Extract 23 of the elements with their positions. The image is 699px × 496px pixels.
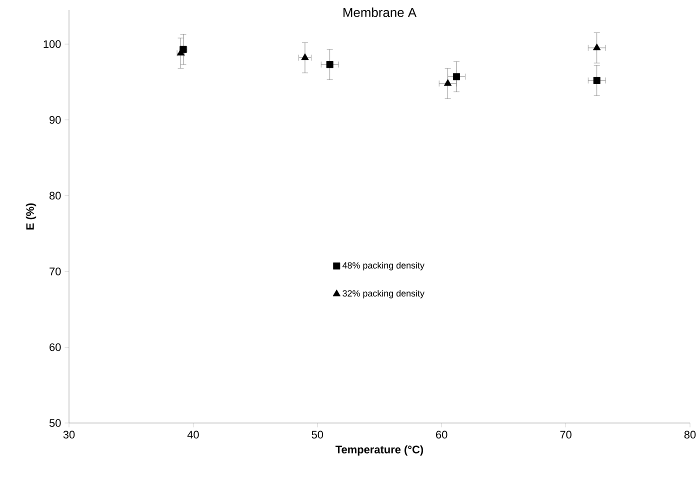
x-axis-title: Temperature (°C)	[336, 445, 424, 456]
y-tick-label: 60	[50, 343, 61, 352]
x-tick-label: 30	[63, 430, 75, 439]
point	[301, 53, 309, 60]
point	[444, 79, 452, 86]
y-tick-label: 70	[50, 268, 61, 276]
y-tick-label: 80	[50, 192, 61, 200]
y-tick-label: 50	[49, 419, 61, 427]
y-tick-label: 90	[50, 116, 61, 124]
point	[593, 76, 600, 84]
x-tick-label: 60	[436, 430, 448, 439]
point	[453, 73, 460, 80]
y-axis-title: E (%)	[26, 203, 36, 230]
legend-label: 32% packing density	[342, 290, 424, 298]
x-tick-label: 50	[312, 430, 324, 439]
y-tick-label: 100	[44, 40, 61, 48]
point	[326, 61, 334, 68]
legend-label: 48% packing density	[342, 262, 424, 270]
chart-title: Membrane A	[343, 8, 417, 18]
x-tick-label: 80	[684, 430, 696, 439]
point	[593, 43, 601, 50]
x-tick-label: 70	[560, 430, 572, 439]
x-tick-label: 40	[187, 430, 199, 439]
